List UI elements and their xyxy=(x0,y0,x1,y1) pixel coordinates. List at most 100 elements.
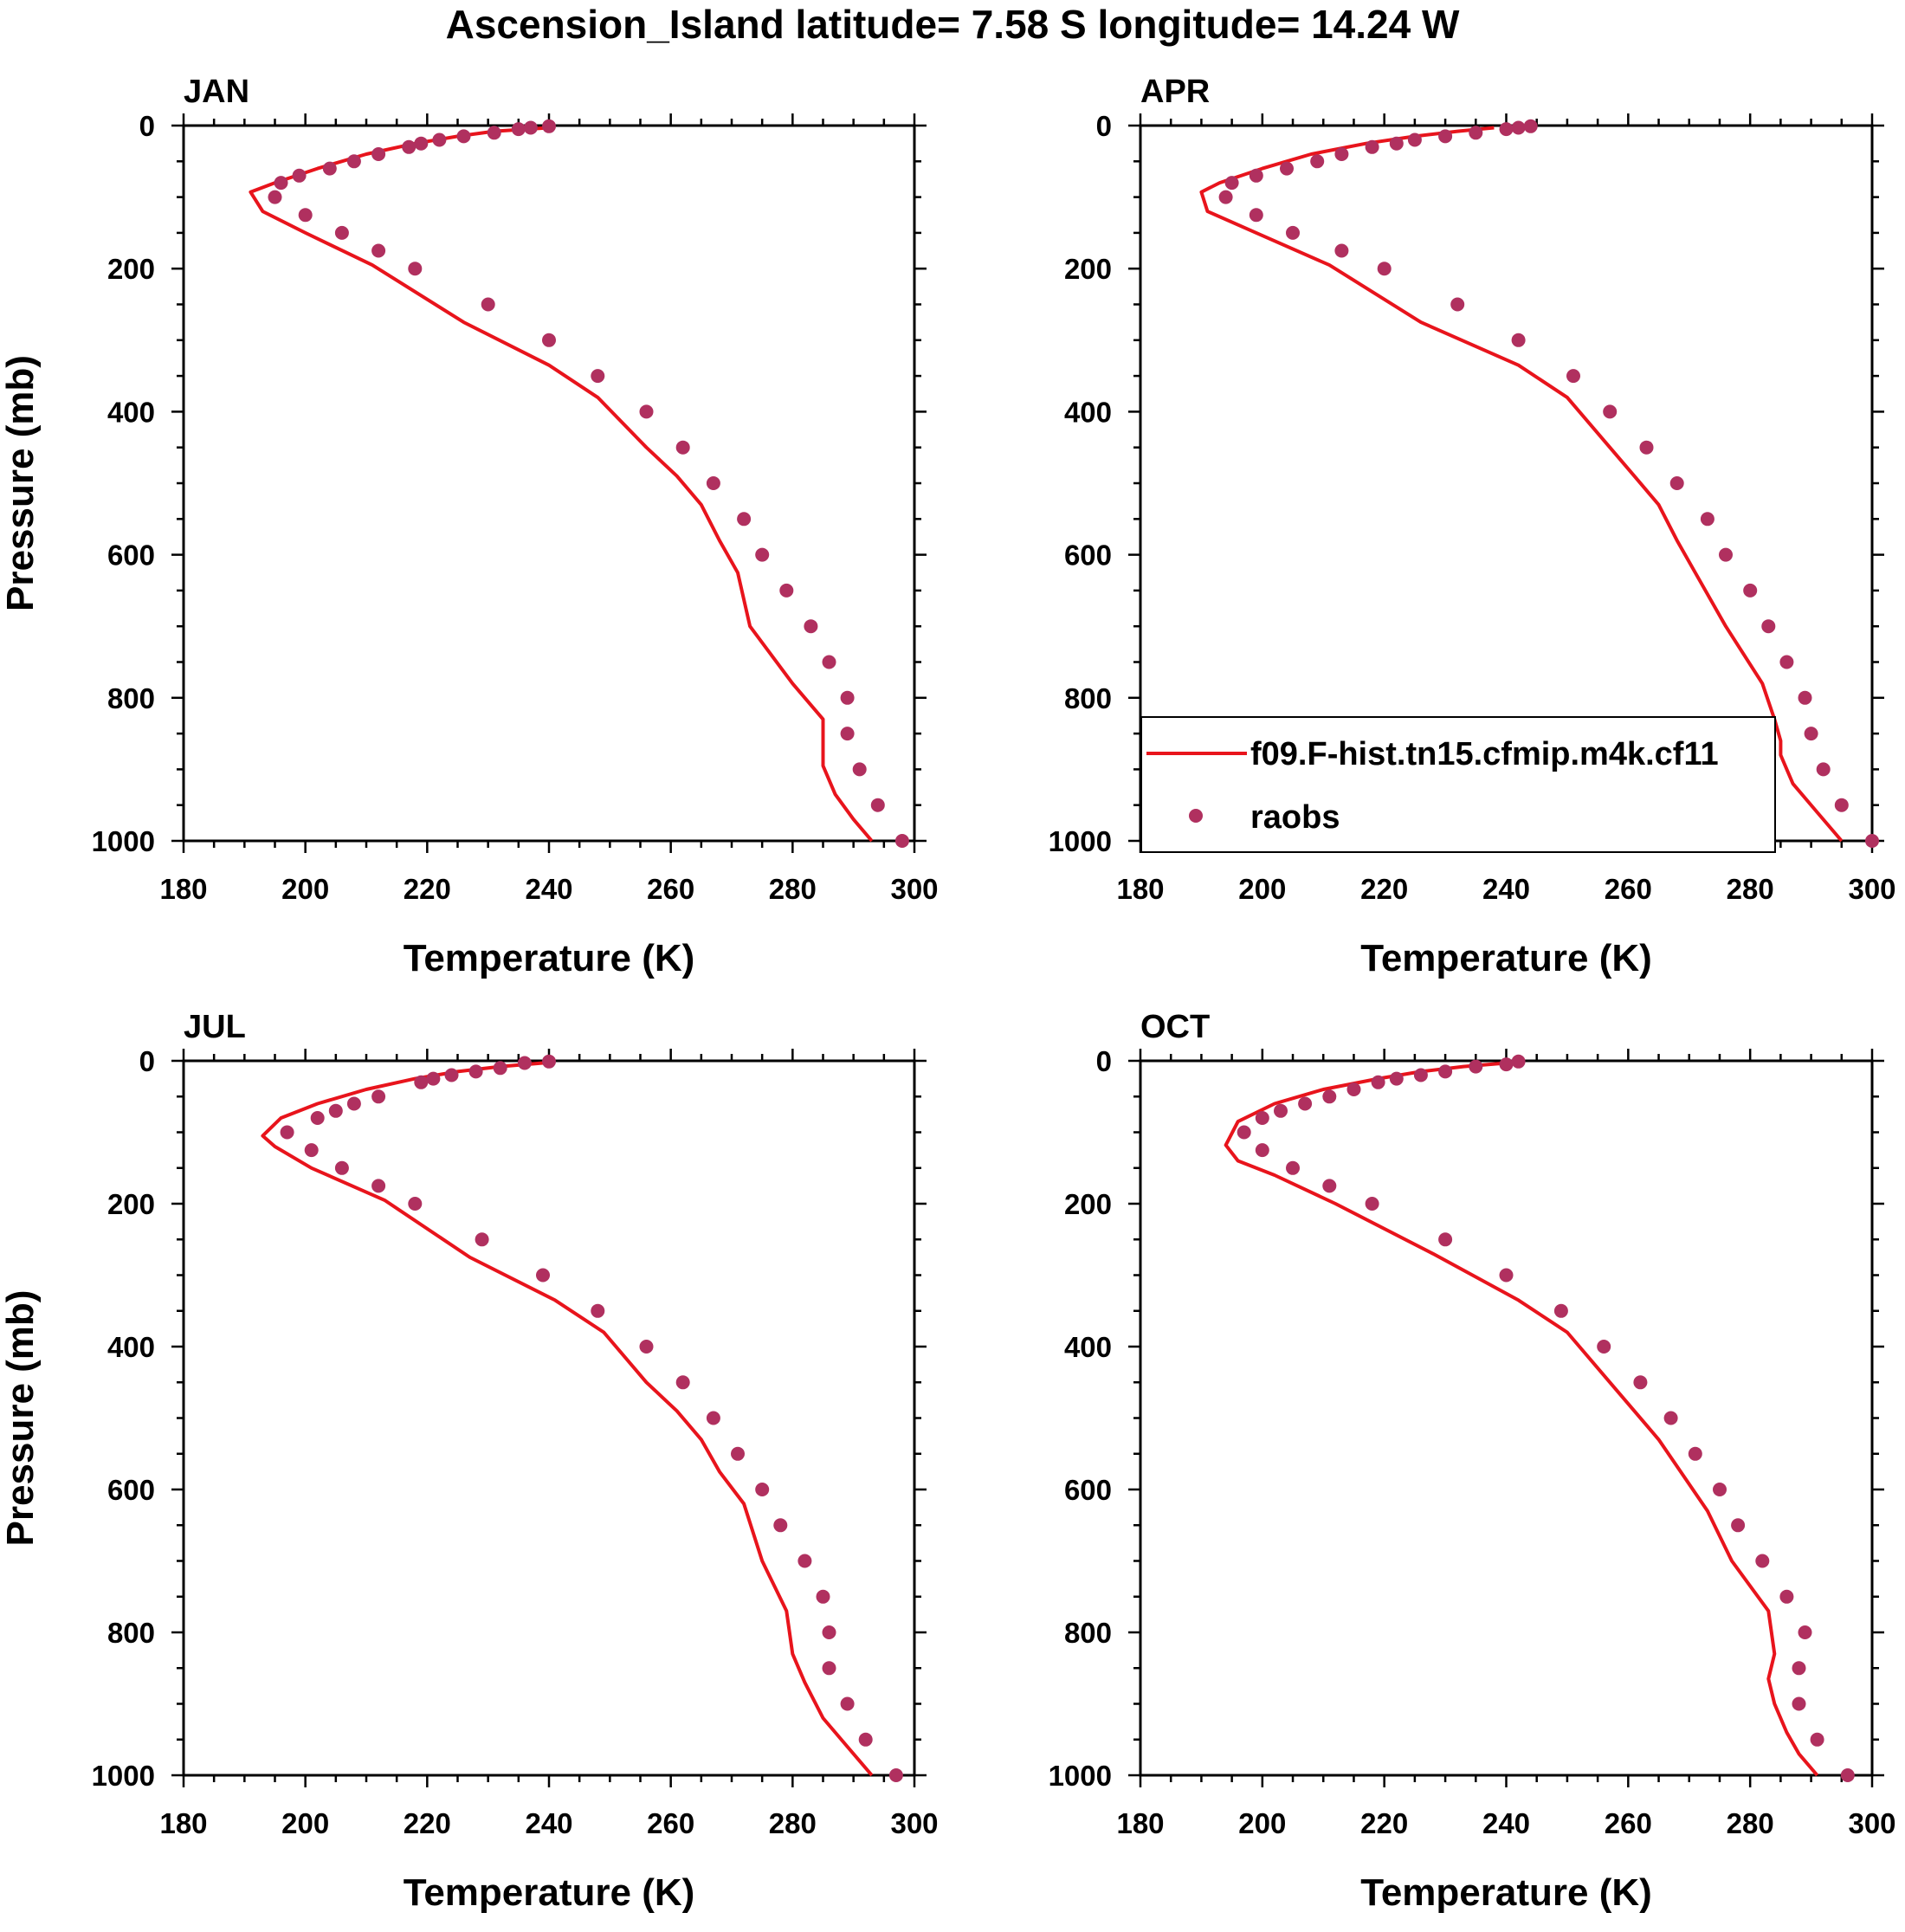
raobs-point xyxy=(1438,129,1453,144)
x-tick-label: 200 xyxy=(281,873,329,905)
y-axis-label: Pressure (mb) xyxy=(0,1290,42,1547)
y-tick-label: 600 xyxy=(107,540,155,572)
raobs-point xyxy=(1663,1411,1678,1425)
y-tick-label: 400 xyxy=(1064,1331,1112,1363)
plot-frame xyxy=(182,124,916,843)
y-tick-label: 0 xyxy=(139,1045,155,1077)
legend-obs-marker-sample xyxy=(1189,809,1203,823)
raobs-point xyxy=(1499,1268,1514,1283)
raobs-point xyxy=(542,119,556,133)
x-tick-label: 180 xyxy=(159,1807,207,1839)
y-tick-label: 200 xyxy=(1064,253,1112,285)
raobs-point xyxy=(822,1625,836,1639)
raobs-point xyxy=(408,1197,423,1211)
raobs-point xyxy=(1511,120,1526,135)
raobs-point xyxy=(1322,1179,1337,1193)
raobs-point xyxy=(1597,1340,1611,1354)
y-tick-label: 600 xyxy=(1064,540,1112,572)
x-axis-label: Temperature (K) xyxy=(404,1871,695,1914)
raobs-point xyxy=(1298,1096,1313,1111)
raobs-point xyxy=(894,834,909,848)
y-tick-label: 400 xyxy=(107,1331,155,1363)
raobs-point xyxy=(1255,1111,1269,1125)
x-tick-label: 300 xyxy=(1848,1807,1895,1839)
x-tick-label: 300 xyxy=(890,873,938,905)
raobs-point xyxy=(1639,440,1654,455)
raobs-point xyxy=(737,512,752,527)
raobs-point xyxy=(1274,1103,1288,1118)
panel-oct: 180 200 220 240 260 280 300 0 200 400 600 800 1000 OC… xyxy=(1049,1009,1896,1914)
raobs-point xyxy=(328,1103,343,1118)
raobs-point xyxy=(280,1125,294,1140)
raobs-point xyxy=(402,139,417,154)
raobs-point xyxy=(1792,1661,1806,1676)
x-tick-label: 200 xyxy=(281,1807,329,1839)
model-profile-line xyxy=(1199,126,1844,843)
raobs-point xyxy=(1603,404,1618,419)
raobs-point xyxy=(1633,1375,1648,1390)
raobs-point xyxy=(426,1071,441,1086)
panel-label: JAN xyxy=(184,74,249,110)
raobs-point xyxy=(1377,262,1392,276)
raobs-point xyxy=(1255,1143,1269,1158)
legend-obs-label: raobs xyxy=(1250,799,1340,836)
raobs-point xyxy=(1865,834,1879,848)
y-tick-label: 800 xyxy=(107,682,155,714)
raobs-point xyxy=(1365,1197,1379,1211)
y-tick-label: 400 xyxy=(1064,396,1112,428)
x-tick-label: 280 xyxy=(769,1807,817,1839)
raobs-point xyxy=(1688,1446,1702,1461)
y-tick-label: 800 xyxy=(107,1617,155,1649)
x-tick-label: 280 xyxy=(1727,873,1774,905)
x-tick-label: 280 xyxy=(1727,1807,1774,1839)
figure-title: Ascension_Island latitude= 7.58 S longit… xyxy=(446,2,1460,47)
plot-frame xyxy=(182,1059,916,1777)
raobs-point xyxy=(1779,655,1794,669)
raobs-point xyxy=(1224,176,1239,191)
raobs-point xyxy=(1523,119,1538,133)
raobs-point xyxy=(591,369,605,384)
raobs-point xyxy=(456,129,471,144)
x-axis-label: Temperature (K) xyxy=(404,937,695,979)
raobs-point xyxy=(322,161,337,176)
raobs-point xyxy=(1334,147,1349,161)
raobs-point xyxy=(816,1589,830,1604)
raobs-point xyxy=(639,1340,654,1354)
raobs-point xyxy=(1450,297,1465,312)
y-tick-label: 1000 xyxy=(92,1760,155,1792)
x-tick-label: 180 xyxy=(1116,1807,1164,1839)
raobs-point xyxy=(1237,1125,1251,1140)
y-tick-label: 200 xyxy=(1064,1188,1112,1220)
raobs-point xyxy=(371,147,386,161)
model-profile-line xyxy=(1224,1061,1819,1777)
x-tick-label: 220 xyxy=(404,873,451,905)
raobs-point xyxy=(858,1732,873,1747)
raobs-point xyxy=(1280,161,1294,176)
raobs-point xyxy=(1249,168,1263,183)
y-tick-label: 800 xyxy=(1064,682,1112,714)
y-tick-label: 600 xyxy=(1064,1474,1112,1506)
raobs-point xyxy=(840,727,855,741)
raobs-point xyxy=(310,1111,325,1125)
raobs-point xyxy=(1798,690,1812,705)
raobs-point xyxy=(1438,1064,1453,1079)
raobs-point xyxy=(852,762,867,777)
raobs-point xyxy=(304,1143,319,1158)
raobs-point xyxy=(675,1375,690,1390)
raobs-point xyxy=(1389,136,1404,151)
raobs-point xyxy=(1511,1054,1526,1069)
raobs-point xyxy=(1713,1483,1727,1496)
raobs-point xyxy=(591,1303,605,1318)
raobs-point xyxy=(1840,1768,1855,1782)
raobs-point xyxy=(481,297,495,312)
x-axis-label: Temperature (K) xyxy=(1360,1871,1652,1914)
raobs-point xyxy=(1346,1082,1361,1096)
legend: f09.F-hist.tn15.cfmip.m4k.cf11 raobs xyxy=(1140,716,1776,853)
x-tick-label: 180 xyxy=(159,873,207,905)
raobs-point xyxy=(511,122,526,137)
raobs-point xyxy=(1371,1075,1385,1089)
raobs-point xyxy=(706,1411,720,1425)
raobs-point xyxy=(371,1179,386,1193)
model-profile-line xyxy=(261,1061,874,1777)
